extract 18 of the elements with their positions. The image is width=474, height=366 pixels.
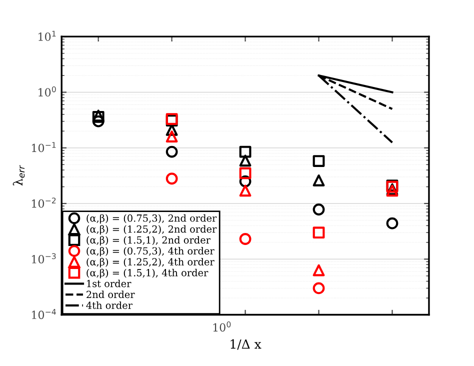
y-tick-label: 10$^{1}$ — [38, 30, 56, 41]
legend-label: (α,β) = (1.25,2), 4th order — [86, 258, 214, 268]
y-tick-label: 10$^{−3}$ — [32, 253, 56, 264]
y-axis-title: λ$_{err}$ — [12, 165, 25, 186]
legend-label: 2nd order — [86, 290, 135, 298]
legend-label: (α,β) = (1.25,2), 2nd order — [86, 225, 217, 235]
y-tick-label: 10$^{0}$ — [38, 86, 56, 97]
legend-label: (α,β) = (0.75,3), 2nd order — [86, 214, 217, 224]
legend-label: 1st order — [87, 280, 132, 288]
x-axis-title: 1/Δ x — [230, 339, 262, 350]
legend-label: (α,β) = (1.5,1), 2nd order — [86, 236, 211, 246]
y-tick-label: 10$^{−4}$ — [32, 308, 56, 320]
y-tick-label: 10$^{−1}$ — [32, 142, 56, 152]
legend-label: (α,β) = (0.75,3), 4th order — [86, 246, 214, 256]
y-tick-label: 10$^{−2}$ — [32, 198, 56, 208]
text: 10$^{0}$ — [213, 321, 231, 332]
legend-label: (α,β) = (1.5,1), 4th order — [86, 268, 208, 278]
legend-label: 4th order — [86, 301, 132, 309]
